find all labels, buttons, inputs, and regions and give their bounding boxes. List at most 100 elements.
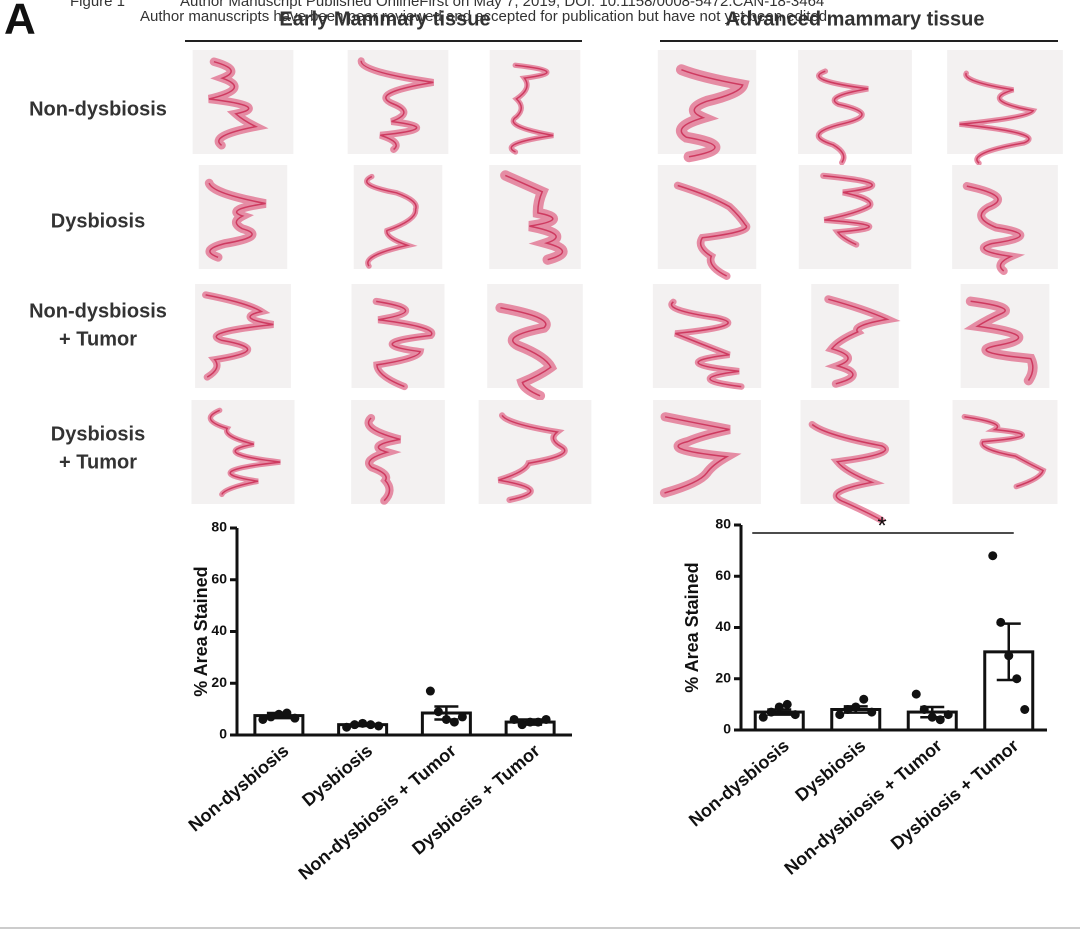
header-line: Author Manuscript Published OnlineFirst …: [180, 0, 824, 10]
data-point: [943, 710, 953, 720]
data-point: [996, 617, 1006, 627]
tissue-stain: [966, 185, 1021, 272]
panel-label: A: [4, 0, 36, 44]
y-axis-label: % Area Stained: [191, 566, 211, 696]
tissue-stain: [360, 60, 434, 151]
row-label: Dysbiosis: [51, 210, 145, 232]
y-tick-label: 60: [211, 570, 227, 586]
data-point: [517, 720, 527, 730]
data-point: [509, 714, 519, 724]
data-point: [433, 707, 443, 717]
header-line: Author manuscripts have been peer review…: [140, 8, 831, 25]
data-point: [358, 718, 368, 728]
data-point: [266, 712, 276, 722]
data-point: [843, 705, 853, 714]
row-label: Dysbiosis: [51, 423, 145, 445]
y-tick-label: 20: [715, 669, 731, 685]
tissue-image: [487, 284, 583, 388]
x-tick-label: Non-dysbiosis: [685, 735, 793, 830]
data-point: [1012, 674, 1022, 684]
tissue-stain: [828, 298, 890, 385]
y-axis-label: % Area Stained: [682, 562, 702, 692]
tissue-stain: [367, 417, 401, 502]
tissue-stain: [510, 64, 554, 153]
x-tick-label: Non-dysbiosis: [185, 740, 293, 835]
data-point: [441, 714, 451, 724]
tissue-stain: [811, 423, 887, 521]
tissue-image: [798, 50, 912, 154]
tissue-image: [478, 400, 592, 504]
tissue-stain: [205, 294, 274, 378]
data-point: [911, 689, 921, 699]
x-tick-label: Non-dysbiosis + Tumor: [780, 735, 945, 878]
tissue-stain: [498, 414, 566, 501]
y-tick-label: 80: [715, 516, 731, 532]
tissue-stain: [670, 301, 742, 388]
x-tick-label: Non-dysbiosis + Tumor: [295, 740, 460, 883]
data-point: [782, 699, 792, 709]
x-tick-label: Dysbiosis: [298, 740, 376, 810]
data-point: [835, 710, 845, 720]
data-point: [988, 551, 998, 561]
data-point: [274, 709, 284, 719]
tissue-image: [191, 400, 295, 504]
tissue-stain: [664, 416, 730, 494]
tissue-stain: [376, 300, 433, 388]
figure-number: Figure 1: [70, 0, 125, 10]
tissue-stain: [504, 174, 564, 261]
data-point: [290, 713, 300, 723]
y-tick-label: 60: [715, 567, 731, 583]
tissue-stain: [208, 182, 266, 259]
data-point: [1020, 705, 1030, 714]
data-point: [366, 720, 376, 730]
data-point: [342, 722, 352, 732]
y-tick-label: 0: [723, 721, 731, 737]
tissue-stain: [823, 175, 873, 246]
tissue-stain: [970, 300, 1034, 382]
row-label: Non-dysbiosis: [29, 98, 167, 120]
data-point: [525, 717, 535, 727]
y-tick-label: 80: [211, 519, 227, 535]
tissue-stain: [500, 307, 552, 397]
data-point: [374, 721, 384, 731]
data-point: [774, 702, 784, 712]
data-point: [859, 694, 869, 704]
tissue-stain: [680, 69, 744, 158]
y-tick-label: 0: [219, 726, 227, 742]
data-point: [1004, 651, 1014, 661]
data-point: [851, 702, 861, 712]
significance-label: *: [877, 512, 886, 539]
y-tick-label: 40: [211, 622, 227, 638]
data-point: [867, 707, 877, 717]
x-tick-label: Dysbiosis: [791, 735, 869, 805]
data-point: [919, 705, 929, 714]
tissue-stain: [964, 415, 1044, 488]
tissue-stain: [208, 60, 258, 146]
tissue-image: [652, 284, 762, 388]
column-title: Advanced mammary tissue: [725, 8, 984, 30]
data-point: [533, 717, 543, 727]
data-point: [766, 707, 776, 717]
tissue-stain: [366, 175, 417, 267]
row-label: Non-dysbiosis: [29, 300, 167, 322]
data-point: [758, 712, 768, 722]
data-point: [258, 714, 268, 724]
row-label: + Tumor: [59, 328, 137, 350]
data-point: [449, 717, 459, 727]
data-point: [935, 715, 945, 725]
column-title: Early Mammary tissue: [279, 8, 490, 30]
data-point: [350, 720, 360, 730]
row-label: + Tumor: [59, 451, 137, 473]
bar: [983, 650, 1035, 732]
data-point: [541, 714, 551, 724]
y-tick-label: 20: [211, 674, 227, 690]
tissue-stain: [209, 409, 281, 495]
data-point: [282, 708, 292, 718]
tissue-stain: [817, 70, 869, 164]
data-point: [927, 712, 937, 722]
data-point: [790, 710, 800, 720]
x-tick-label: Dysbiosis + Tumor: [887, 735, 1023, 853]
tissue-stain: [959, 72, 1035, 164]
y-tick-label: 40: [715, 618, 731, 634]
